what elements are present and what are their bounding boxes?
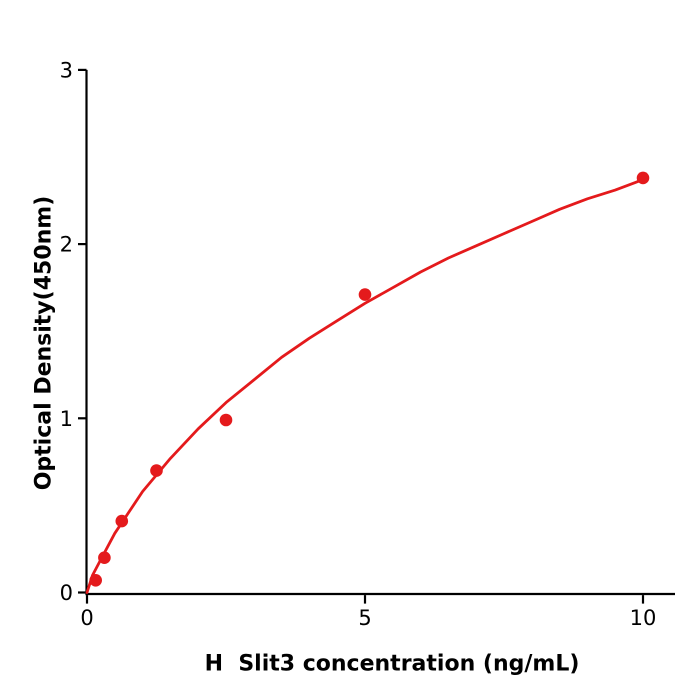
data-point	[636, 171, 650, 185]
y-axis-ticks: 0 1 2 3	[60, 58, 87, 605]
x-tick-label: 5	[358, 606, 371, 630]
data-points	[89, 171, 650, 587]
x-tick-label: 0	[80, 606, 93, 630]
fit-curve	[85, 178, 645, 594]
data-point	[150, 464, 163, 477]
data-point	[98, 551, 111, 564]
y-tick-label: 1	[60, 407, 73, 431]
x-axis-ticks: 0 5 10	[80, 595, 656, 630]
x-tick-label: 10	[630, 606, 657, 630]
x-axis-title: H Slit3 concentration (ng/mL)	[204, 651, 580, 677]
data-point	[358, 288, 372, 301]
y-tick-label: 3	[60, 58, 73, 82]
y-axis-title: Optical Density(450nm)	[31, 195, 57, 491]
axes	[85, 69, 675, 596]
y-tick-label: 0	[60, 581, 73, 605]
data-point	[115, 514, 129, 528]
y-tick-label: 2	[60, 233, 73, 257]
data-point	[219, 413, 233, 427]
data-point	[89, 574, 102, 587]
